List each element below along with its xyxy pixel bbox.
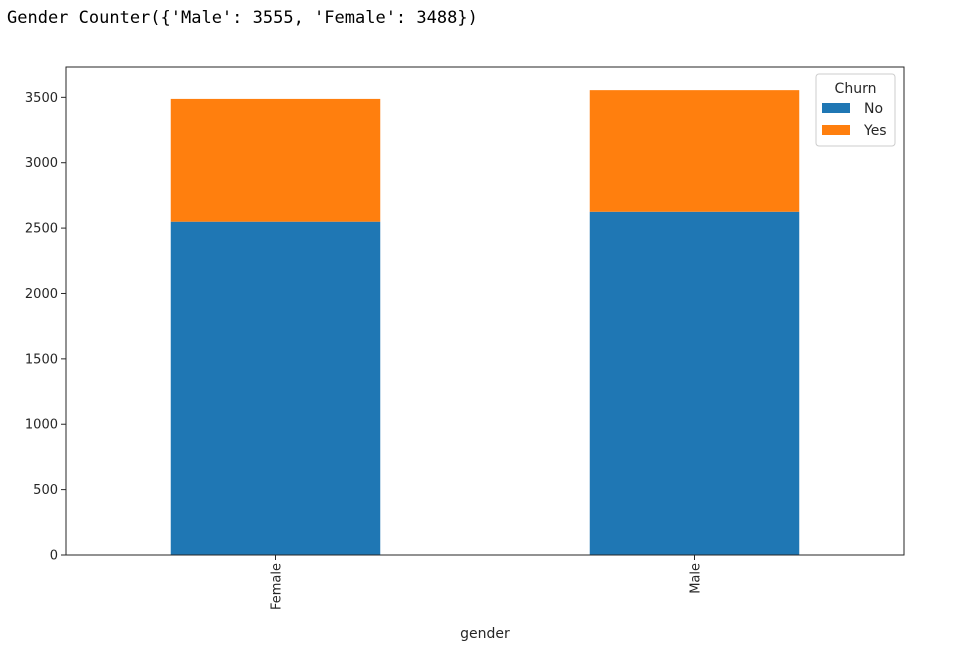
legend-swatch-no (822, 103, 850, 113)
y-tick-label: 2500 (25, 222, 58, 237)
legend-swatch-yes (822, 125, 850, 135)
y-tick-label: 0 (50, 549, 58, 564)
bar-no-female (170, 221, 381, 555)
y-tick-label: 500 (33, 483, 58, 498)
bar-no-male (589, 211, 800, 555)
plot-frame (65, 66, 905, 556)
legend-label-yes: Yes (863, 123, 887, 139)
legend-title: Churn (835, 81, 877, 97)
y-tick-label: 3000 (25, 156, 58, 171)
x-axis-label: gender (460, 626, 510, 642)
x-tick-label: Female (270, 563, 285, 610)
bar-yes-female (170, 98, 381, 222)
y-tick-label: 2000 (25, 287, 58, 302)
y-tick-label: 3500 (25, 91, 58, 106)
legend-label-no: No (864, 101, 883, 117)
legend: Churn No Yes (815, 73, 896, 147)
axes-group: Female Male 0 500 1000 1500 2000 2500 3000 3500 ge… (25, 66, 905, 642)
x-tick-label: Male (689, 563, 704, 594)
y-tick-label: 1000 (25, 418, 58, 433)
bars-group (170, 90, 800, 555)
bar-yes-male (589, 90, 800, 212)
y-tick-label: 1500 (25, 352, 58, 367)
output-text: Gender Counter({'Male': 3555, 'Female': … (7, 8, 478, 28)
